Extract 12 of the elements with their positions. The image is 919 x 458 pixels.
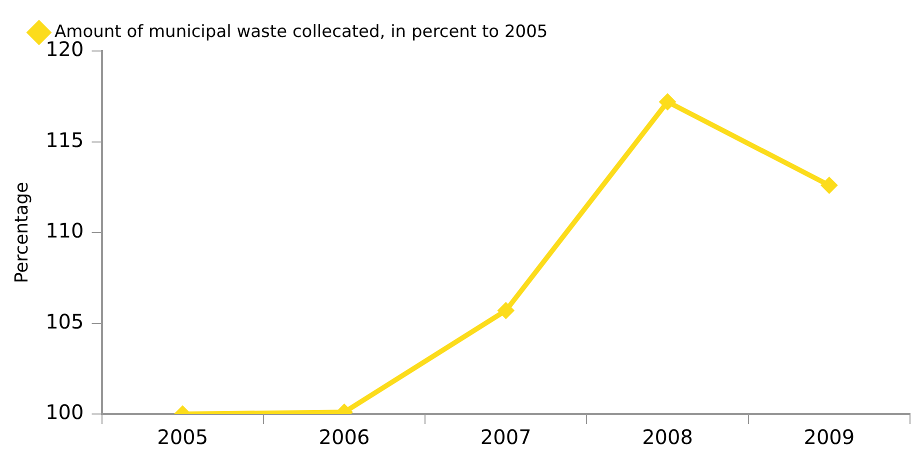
x-tick-label: 2006 xyxy=(318,425,370,450)
x-tick-label: 2005 xyxy=(157,425,208,450)
point xyxy=(659,93,676,110)
x-tick-label: 2009 xyxy=(804,425,855,450)
y-tick-label: 115 xyxy=(46,128,84,152)
y-tick-label: 105 xyxy=(46,309,84,334)
point xyxy=(820,176,838,194)
x-tick-label: 2007 xyxy=(480,425,532,450)
y-tick-label: 110 xyxy=(46,218,84,243)
y-tick-label: 100 xyxy=(46,400,84,424)
y-axis-title: Percentage xyxy=(11,182,32,284)
x-tick-label: 2008 xyxy=(642,425,693,450)
